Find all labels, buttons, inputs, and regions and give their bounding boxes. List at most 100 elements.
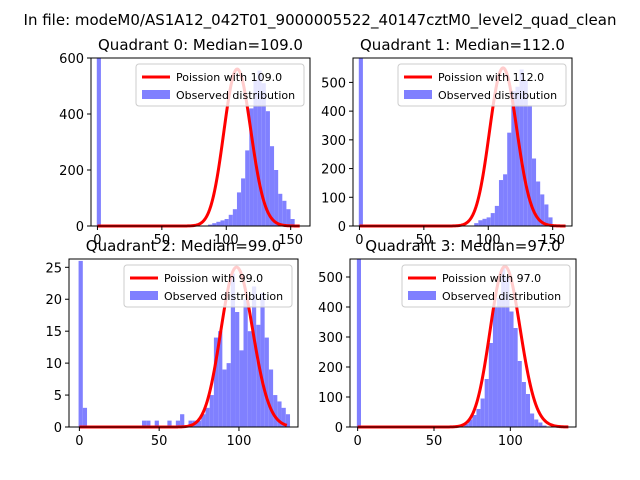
histogram-bar bbox=[507, 132, 512, 226]
histogram-bar bbox=[249, 108, 254, 226]
histogram-bar bbox=[490, 213, 495, 226]
histogram-bar bbox=[236, 192, 242, 226]
histogram-bar bbox=[503, 174, 508, 226]
histogram-bar bbox=[290, 219, 295, 226]
histogram-bar bbox=[146, 420, 151, 427]
y-tick-label: 400 bbox=[318, 301, 343, 316]
histogram-bars bbox=[358, 58, 553, 227]
histogram-bar bbox=[228, 214, 233, 226]
histogram-bar bbox=[480, 398, 485, 427]
histogram-bar bbox=[251, 286, 257, 427]
histogram-bars bbox=[78, 260, 291, 427]
histogram-bar bbox=[239, 350, 244, 427]
legend-hist-swatch bbox=[408, 291, 436, 300]
histogram-bar bbox=[196, 420, 202, 427]
histogram-bar bbox=[531, 158, 537, 226]
histogram-bar bbox=[478, 220, 483, 226]
y-tick-label: 25 bbox=[45, 261, 62, 276]
axes-frame bbox=[90, 57, 311, 227]
x-tick-label: 0 bbox=[75, 434, 83, 449]
histogram-bar bbox=[220, 220, 225, 226]
subplot-title: Quadrant 1: Median=112.0 bbox=[360, 36, 565, 54]
histogram-bar bbox=[474, 223, 479, 226]
histogram-bar bbox=[273, 395, 278, 427]
legend: Poission with 109.0 Observed distribution bbox=[135, 63, 305, 107]
y-tick-label: 100 bbox=[318, 391, 343, 406]
histogram-bar bbox=[538, 422, 543, 427]
y-tick-label: 0 bbox=[338, 220, 346, 235]
x-tick-label: 50 bbox=[426, 434, 443, 449]
y-tick-label: 0 bbox=[76, 220, 84, 235]
legend-fit-label: Poission with 109.0 bbox=[176, 71, 282, 84]
histogram-bar bbox=[96, 58, 101, 226]
y-tick-label: 500 bbox=[321, 76, 346, 91]
histogram-bar bbox=[188, 420, 193, 427]
histogram-bar bbox=[268, 369, 274, 427]
y-tick-label: 300 bbox=[321, 134, 346, 149]
y-tick-label: 5 bbox=[54, 389, 62, 404]
histogram-bar bbox=[505, 277, 510, 427]
y-tick-label: 0 bbox=[335, 421, 343, 436]
legend: Poission with 112.0 Observed distribution bbox=[397, 63, 567, 107]
histogram-bar bbox=[256, 324, 261, 427]
subplot-1: 0 50 100 150 0 100 200 300 400 500 Quadrant 1: Med… bbox=[321, 36, 573, 248]
figure-title: In file: modeM0/AS1A12_042T01_9000005522… bbox=[24, 11, 617, 30]
histogram-bar bbox=[484, 379, 489, 427]
histogram-bar bbox=[142, 420, 147, 427]
legend-box bbox=[401, 264, 571, 308]
legend-hist-swatch bbox=[130, 291, 158, 300]
y-tick-label: 500 bbox=[318, 271, 343, 286]
histogram-bar bbox=[264, 337, 269, 427]
legend-box bbox=[123, 264, 293, 308]
y-tick-label: 100 bbox=[321, 191, 346, 206]
histogram-bar bbox=[497, 298, 502, 427]
histogram-bar bbox=[247, 331, 252, 427]
histogram-bar bbox=[548, 217, 553, 226]
histogram-bar bbox=[476, 409, 481, 427]
histogram-bar bbox=[230, 273, 236, 427]
histogram-bar bbox=[261, 83, 266, 226]
x-tick-label: 100 bbox=[227, 434, 252, 449]
histogram-bar bbox=[519, 69, 524, 226]
x-tick-label: 50 bbox=[416, 233, 433, 248]
histogram-bar bbox=[257, 70, 262, 226]
histogram-bar bbox=[201, 414, 206, 427]
histogram-bar bbox=[468, 419, 473, 427]
legend-fit-label: Poission with 97.0 bbox=[442, 272, 541, 285]
y-tick-label: 200 bbox=[59, 164, 84, 179]
histogram-bars bbox=[356, 259, 547, 427]
histogram-bar bbox=[243, 299, 248, 427]
x-tick-label: 150 bbox=[540, 233, 565, 248]
histogram-bar bbox=[235, 312, 240, 427]
subplot-3: 0 50 100 0 100 200 300 400 500 Quadrant 3: Median… bbox=[318, 237, 577, 449]
histogram-bar bbox=[358, 58, 363, 226]
histogram-bar bbox=[224, 219, 229, 226]
histogram-bar bbox=[517, 361, 522, 427]
histogram-bar bbox=[232, 209, 237, 226]
y-tick-label: 15 bbox=[45, 325, 62, 340]
histogram-bar bbox=[525, 394, 531, 427]
histogram-bar bbox=[540, 194, 545, 226]
histogram-bar bbox=[356, 259, 361, 427]
histogram-bar bbox=[281, 407, 286, 427]
x-tick-label: 100 bbox=[214, 233, 239, 248]
x-tick-label: 50 bbox=[151, 434, 168, 449]
legend-hist-swatch bbox=[404, 90, 432, 99]
histogram-bar bbox=[530, 413, 535, 427]
histogram-bar bbox=[544, 204, 549, 226]
legend: Poission with 97.0 Observed distribution bbox=[401, 264, 571, 308]
histogram-bar bbox=[486, 217, 491, 226]
histogram-bar bbox=[245, 150, 250, 226]
x-tick-label: 0 bbox=[93, 233, 101, 248]
histogram-bar bbox=[488, 343, 493, 427]
y-tick-label: 600 bbox=[59, 52, 84, 67]
histogram-bar bbox=[492, 307, 498, 427]
histogram-bar bbox=[78, 260, 83, 427]
histogram-bar bbox=[278, 193, 283, 226]
legend-box bbox=[397, 63, 567, 107]
histogram-bar bbox=[82, 407, 88, 427]
histogram-bar bbox=[277, 401, 282, 427]
histogram-bar bbox=[527, 105, 532, 226]
